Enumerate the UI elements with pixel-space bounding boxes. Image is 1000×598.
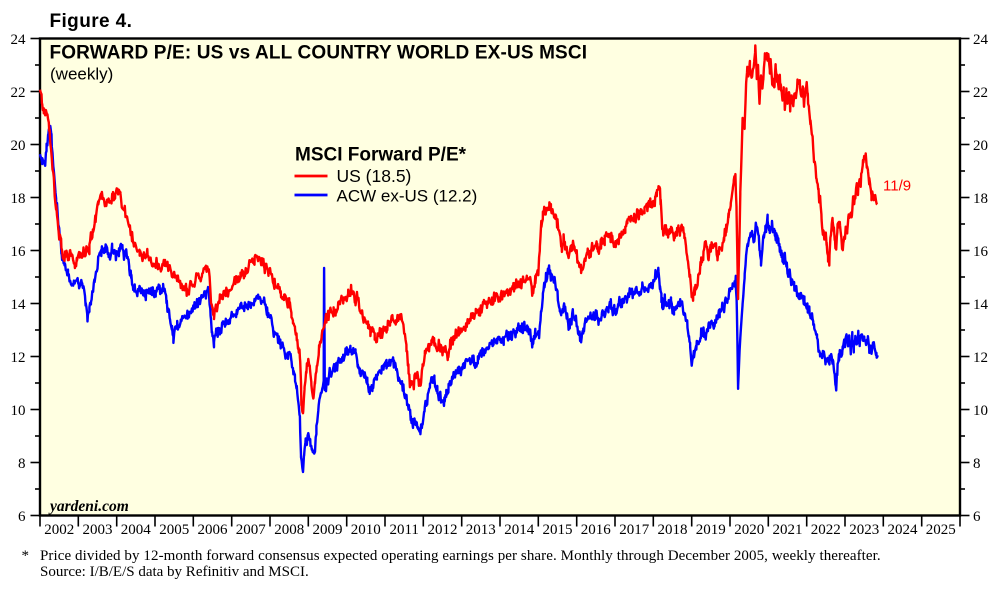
svg-text:(weekly): (weekly) [50, 64, 113, 83]
svg-text:2004: 2004 [121, 522, 152, 538]
svg-text:2013: 2013 [466, 522, 496, 538]
svg-text:22: 22 [11, 85, 26, 101]
svg-text:2003: 2003 [83, 522, 113, 538]
svg-text:22: 22 [973, 85, 988, 101]
svg-text:2005: 2005 [159, 522, 189, 538]
svg-text:2024: 2024 [888, 522, 919, 538]
svg-text:2016: 2016 [581, 522, 612, 538]
svg-text:2010: 2010 [351, 522, 381, 538]
svg-text:2006: 2006 [198, 522, 229, 538]
svg-text:2002: 2002 [44, 522, 74, 538]
svg-text:2015: 2015 [543, 522, 573, 538]
svg-text:6: 6 [973, 509, 981, 525]
svg-text:*: * [22, 548, 30, 564]
svg-text:Price divided by 12-month forw: Price divided by 12-month forward consen… [40, 548, 881, 564]
svg-text:10: 10 [973, 403, 988, 419]
svg-text:2025: 2025 [926, 522, 956, 538]
svg-text:MSCI Forward P/E*: MSCI Forward P/E* [295, 145, 467, 166]
svg-text:2019: 2019 [696, 522, 726, 538]
svg-text:8: 8 [18, 456, 26, 472]
svg-text:2023: 2023 [849, 522, 879, 538]
svg-text:10: 10 [11, 403, 26, 419]
svg-text:FORWARD P/E: US vs ALL COUNTRY: FORWARD P/E: US vs ALL COUNTRY WORLD EX-… [50, 43, 588, 64]
svg-text:6: 6 [18, 509, 26, 525]
svg-text:Source: I/B/E/S data by Refini: Source: I/B/E/S data by Refinitiv and MS… [40, 564, 309, 580]
svg-text:ACW ex-US (12.2): ACW ex-US (12.2) [337, 187, 478, 206]
svg-text:20: 20 [973, 138, 988, 154]
svg-text:8: 8 [973, 456, 981, 472]
svg-text:2009: 2009 [313, 522, 343, 538]
svg-text:12: 12 [11, 350, 26, 366]
svg-text:24: 24 [973, 32, 989, 48]
svg-text:2014: 2014 [504, 522, 535, 538]
svg-text:2020: 2020 [734, 522, 764, 538]
svg-text:14: 14 [11, 297, 27, 313]
svg-text:2017: 2017 [619, 522, 650, 538]
svg-text:US (18.5): US (18.5) [337, 166, 412, 186]
svg-text:18: 18 [11, 191, 26, 207]
svg-text:2021: 2021 [773, 522, 803, 538]
svg-text:2007: 2007 [236, 522, 267, 538]
svg-text:2008: 2008 [274, 522, 304, 538]
svg-text:14: 14 [973, 297, 989, 313]
svg-text:20: 20 [11, 138, 26, 154]
svg-text:2022: 2022 [811, 522, 841, 538]
svg-text:16: 16 [11, 244, 27, 260]
svg-text:2011: 2011 [389, 522, 418, 538]
svg-text:yardeni.com: yardeni.com [48, 498, 129, 515]
svg-text:12: 12 [973, 350, 988, 366]
svg-text:2018: 2018 [658, 522, 688, 538]
svg-text:11/9: 11/9 [883, 178, 911, 195]
svg-text:18: 18 [973, 191, 988, 207]
svg-text:16: 16 [973, 244, 989, 260]
svg-text:2012: 2012 [428, 522, 458, 538]
svg-text:24: 24 [11, 32, 27, 48]
svg-text:Figure 4.: Figure 4. [50, 11, 133, 32]
